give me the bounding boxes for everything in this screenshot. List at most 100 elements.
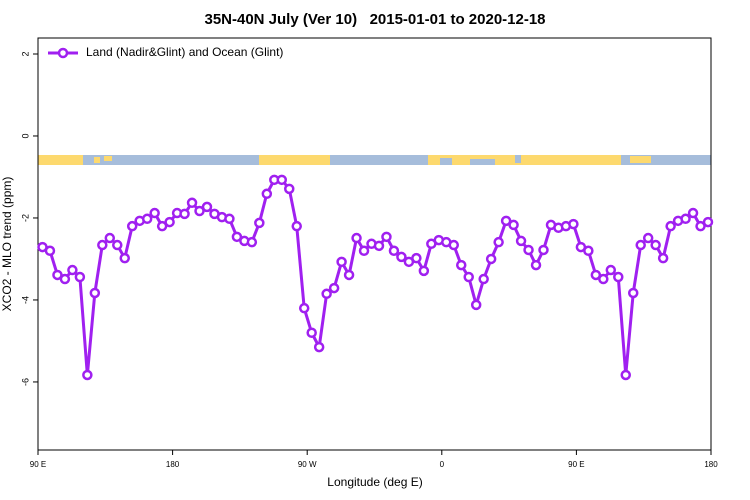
point: [500, 215, 512, 227]
point: [702, 216, 714, 228]
x-tick-label: 90 W: [298, 460, 317, 469]
x-tick-label: 180: [704, 460, 718, 469]
y-tick-label: -2: [20, 214, 30, 222]
legend-label: Land (Nadir&Glint) and Ocean (Glint): [86, 45, 283, 59]
x-tick-label: 90 E: [30, 460, 46, 469]
point: [485, 253, 497, 265]
point: [89, 287, 101, 299]
point: [508, 219, 519, 231]
point: [343, 269, 355, 281]
point: [657, 252, 669, 264]
point: [455, 259, 467, 271]
point: [650, 239, 661, 251]
point: [538, 244, 549, 256]
point: [665, 220, 676, 232]
point: [515, 235, 527, 247]
x-axis-label: Longitude (deg E): [327, 475, 422, 489]
point: [328, 282, 340, 294]
point: [149, 207, 160, 219]
point: [186, 197, 198, 209]
point: [321, 288, 332, 300]
y-tick-label: -4: [20, 296, 30, 304]
point: [261, 188, 273, 200]
point: [613, 271, 624, 283]
point: [583, 245, 594, 257]
point: [97, 239, 108, 251]
point: [194, 205, 205, 217]
point: [82, 369, 93, 381]
point: [381, 231, 392, 243]
point: [52, 269, 63, 281]
point: [126, 220, 138, 232]
point: [231, 231, 243, 243]
point: [336, 256, 347, 268]
series: [37, 174, 714, 381]
point: [635, 239, 646, 251]
y-axis-label: XCO2 - MLO trend (ppm): [0, 177, 14, 312]
point: [119, 252, 130, 264]
point: [291, 220, 302, 232]
point: [396, 251, 407, 263]
point: [164, 216, 175, 228]
y-tick-label: -6: [20, 378, 30, 386]
x-tick-label: 90 E: [568, 460, 584, 469]
point: [201, 201, 213, 213]
land-band: [428, 155, 621, 165]
point: [448, 239, 460, 251]
point: [620, 369, 632, 381]
point: [104, 232, 116, 244]
point: [156, 220, 168, 232]
point: [463, 271, 474, 283]
point: [590, 269, 602, 281]
point: [523, 244, 534, 256]
point: [373, 240, 385, 252]
chart-title: 35N-40N July (Ver 10) 2015-01-01 to 2020…: [204, 11, 545, 28]
point: [530, 259, 542, 271]
ocean-band: [38, 155, 711, 165]
land-band: [38, 155, 83, 165]
point: [313, 341, 325, 353]
point: [141, 213, 153, 225]
point: [44, 245, 56, 257]
sea-band: [470, 159, 495, 165]
point: [470, 299, 482, 311]
point: [246, 236, 258, 248]
point: [627, 287, 639, 299]
land-band: [104, 156, 112, 161]
sea-band: [440, 158, 452, 165]
point: [598, 273, 609, 285]
land-band: [259, 155, 330, 165]
point: [388, 245, 400, 257]
point: [687, 207, 699, 219]
point: [358, 245, 370, 257]
point: [680, 213, 691, 225]
x-tick-label: 180: [166, 460, 180, 469]
point: [351, 232, 362, 244]
plot-frame: [37, 37, 712, 451]
point: [298, 302, 310, 314]
point: [306, 327, 317, 339]
land-band: [94, 157, 100, 163]
point: [568, 218, 579, 230]
sea-band: [515, 155, 521, 163]
point: [642, 232, 654, 244]
point: [254, 217, 265, 229]
y-tick-label: 2: [20, 51, 30, 56]
point: [224, 213, 235, 225]
point: [478, 273, 489, 285]
x-tick-label: 0: [440, 460, 445, 469]
point: [493, 236, 504, 248]
point: [179, 208, 190, 220]
point: [418, 265, 430, 277]
point: [59, 273, 71, 285]
point: [276, 174, 288, 186]
point: [605, 264, 617, 276]
point: [284, 183, 295, 195]
point: [112, 239, 123, 251]
map-strip: [38, 155, 711, 165]
point: [74, 271, 86, 283]
point: [67, 264, 78, 276]
